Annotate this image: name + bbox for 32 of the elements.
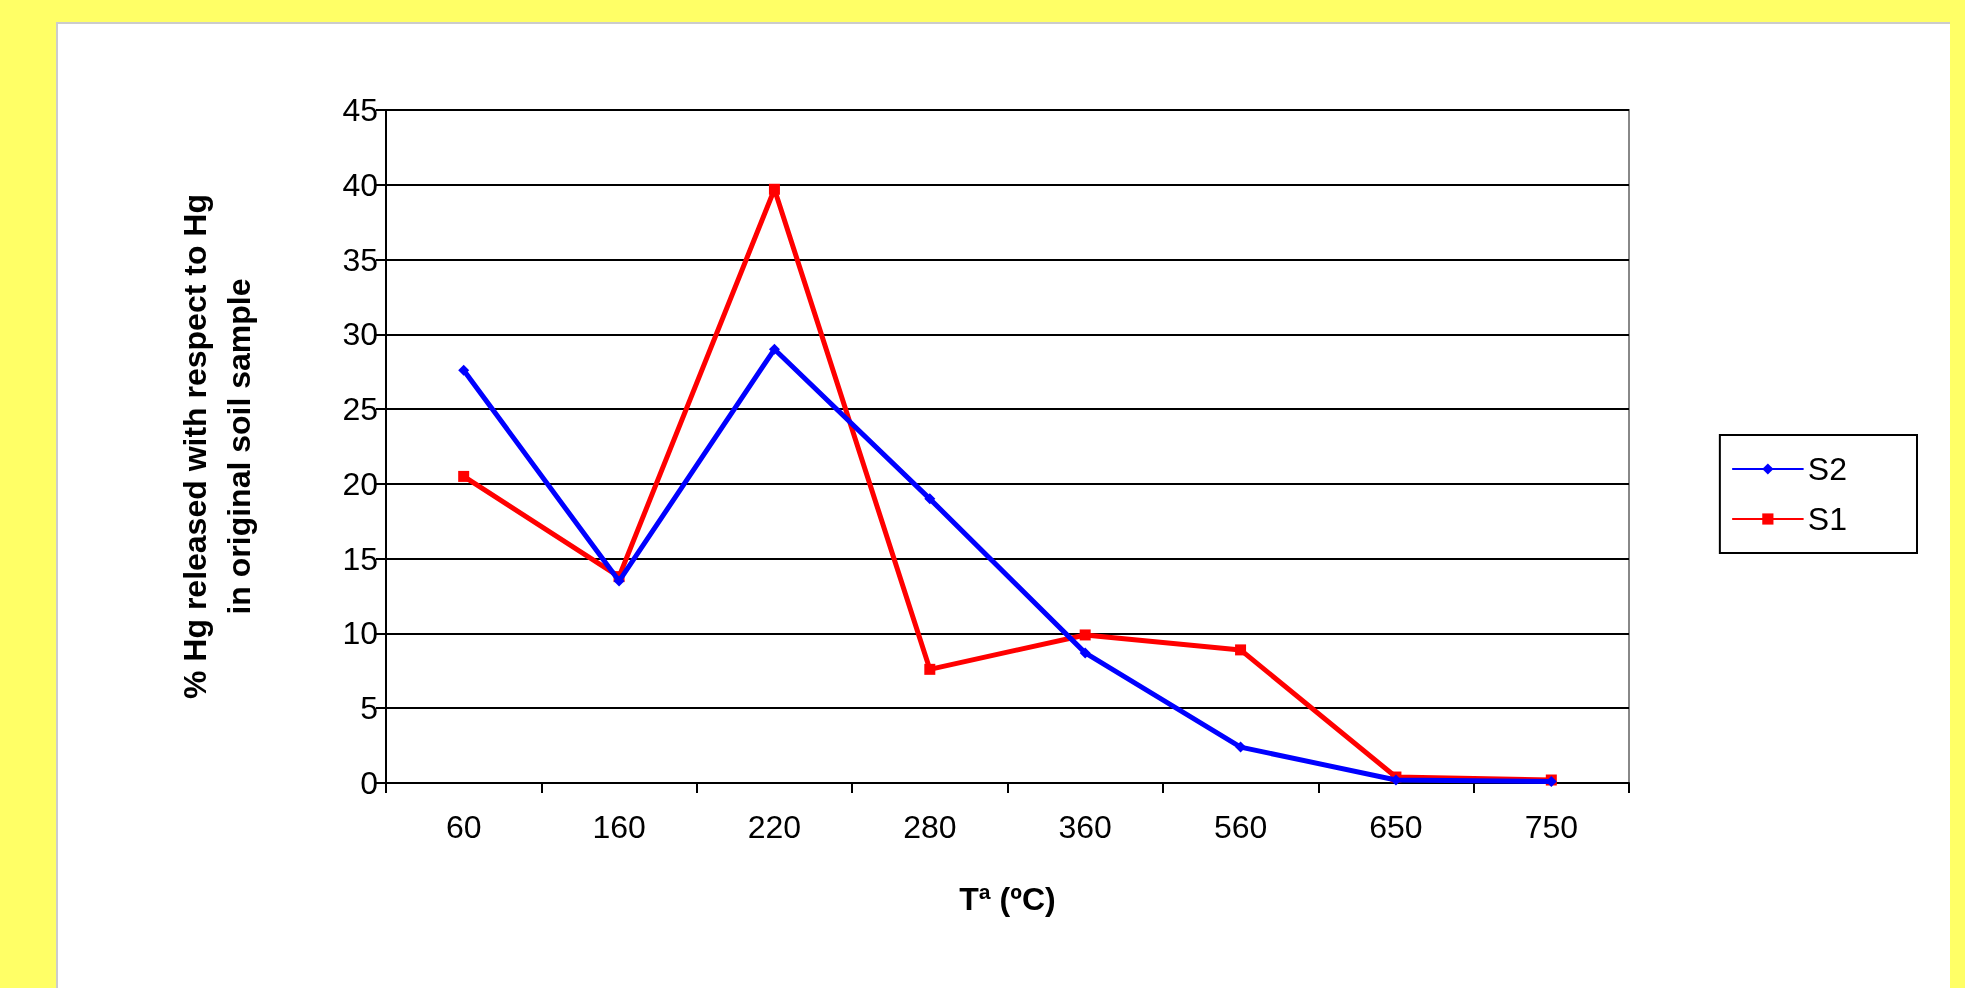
point bbox=[1079, 647, 1091, 659]
point bbox=[768, 183, 780, 195]
y-tick-label: 15 bbox=[342, 540, 378, 577]
point bbox=[924, 663, 936, 675]
x-tick-label: 560 bbox=[1213, 809, 1268, 845]
y-tick-label: 30 bbox=[342, 316, 378, 353]
y-tick-label: 35 bbox=[342, 241, 378, 278]
point bbox=[924, 493, 936, 505]
legend-label: S1 bbox=[1807, 501, 1847, 537]
point bbox=[1235, 644, 1247, 656]
x-tick-label: 750 bbox=[1524, 809, 1579, 845]
point bbox=[1079, 629, 1091, 641]
x-tick-label: 360 bbox=[1058, 809, 1112, 845]
y-tick-label: 0 bbox=[360, 765, 378, 801]
y-tick-label: 45 bbox=[342, 92, 378, 128]
y-tick-label: 25 bbox=[342, 391, 378, 428]
y-tick-label: 20 bbox=[342, 465, 378, 502]
x-axis-title: Tª (ºC) bbox=[959, 881, 1056, 917]
x-tick-label: 650 bbox=[1369, 809, 1423, 845]
point bbox=[613, 575, 625, 587]
y-tick-label: 10 bbox=[342, 615, 378, 652]
legend-label: S2 bbox=[1807, 451, 1847, 487]
x-tick-label: 220 bbox=[747, 809, 802, 845]
y-axis-title: % Hg released with respect to Hg in original soil sample bbox=[177, 193, 257, 700]
x-tick-label: 160 bbox=[592, 809, 646, 845]
y-tick-label: 5 bbox=[360, 690, 378, 727]
point bbox=[458, 364, 470, 376]
y-tick-label: 40 bbox=[342, 166, 378, 203]
point bbox=[458, 470, 470, 482]
x-tick-label: 280 bbox=[903, 809, 957, 845]
point bbox=[768, 343, 780, 355]
x-tick-label: 60 bbox=[445, 809, 482, 845]
